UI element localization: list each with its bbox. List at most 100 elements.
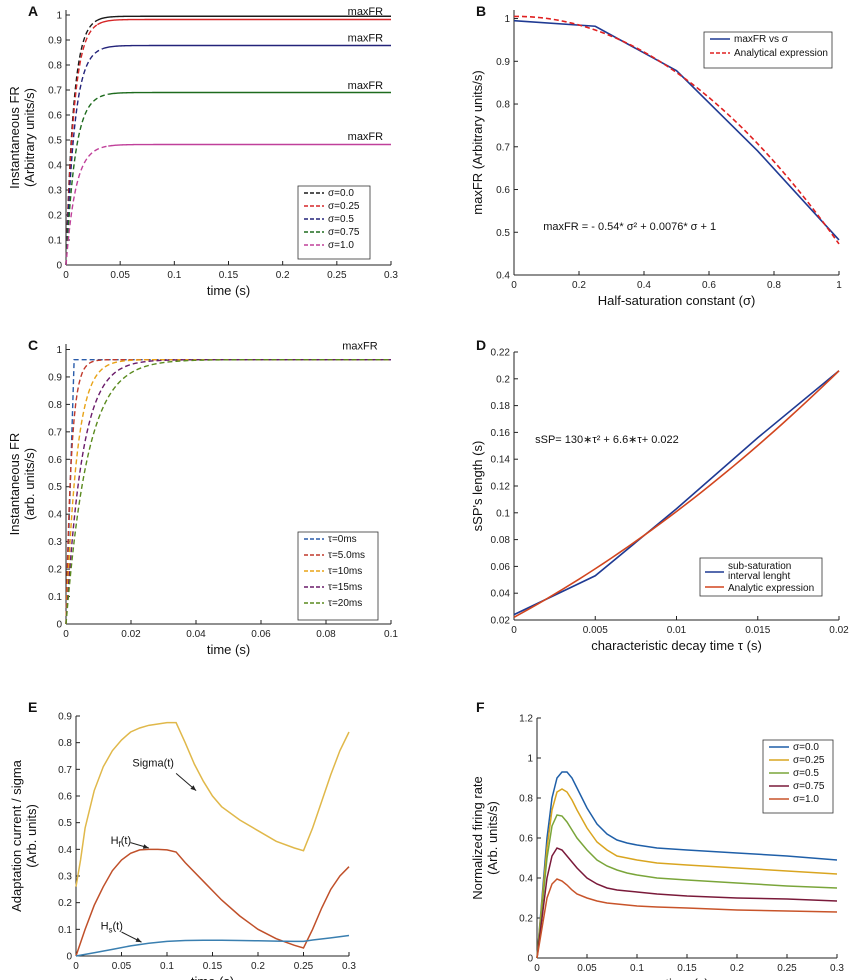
legend-label-A: σ=0.75: [328, 227, 360, 238]
panel-label-D: D: [476, 337, 486, 353]
x-tick-label-B: 1: [836, 280, 842, 291]
x-tick-label-F: 0.05: [577, 963, 597, 974]
panel-label-A: A: [28, 3, 38, 19]
legend-box-A: [297, 185, 371, 260]
legend-label-F: σ=0.25: [793, 755, 825, 766]
y-tick-label-F: 0.6: [519, 834, 533, 845]
y-tick-label-D: 0.16: [491, 428, 511, 439]
x-tick-label-F: 0.15: [677, 963, 697, 974]
legend-label-C: τ=20ms: [328, 598, 362, 609]
x-tick-label-B: 0: [511, 280, 517, 291]
y-tick-label-A: 0.8: [48, 61, 62, 72]
legend-label-D: Analytic expression: [728, 583, 814, 594]
y-tick-label-F: 1.2: [519, 714, 533, 725]
panel-D: D 0 0.005 0.01 0.015 0.02 0.02 0.04 0.06 0.08 0.1 0…: [470, 337, 849, 653]
panel-label-B: B: [476, 3, 486, 19]
series-dashed-A: [65, 24, 98, 266]
legend-box-C: [297, 531, 379, 621]
x-tick-label-D: 0: [511, 625, 517, 636]
y-tick-label-A: 0.9: [48, 36, 62, 47]
legend-label-A: σ=0.5: [328, 214, 354, 225]
y-tick-label-E: 0.7: [58, 765, 72, 776]
series-dashed-A: [65, 47, 104, 266]
y-tick-label-B: 0.5: [496, 228, 510, 239]
y-axis-label-F: (Arb. units/s): [485, 801, 500, 875]
series-line-F: [536, 878, 838, 959]
y-tick-label-D: 0.12: [491, 482, 511, 493]
legend-box-F: [762, 739, 834, 814]
series-line-E: [75, 934, 350, 957]
x-axis-label-C: time (s): [207, 642, 250, 657]
legend-label-C: τ=5.0ms: [328, 550, 365, 561]
y-tick-label-C: 0.7: [48, 427, 62, 438]
y-tick-label-F: 0: [527, 954, 533, 965]
y-tick-label-E: 0.9: [58, 712, 72, 723]
x-tick-label-C: 0.02: [121, 629, 141, 640]
x-tick-label-E: 0.1: [160, 961, 174, 972]
series-line-A: [108, 143, 391, 147]
legend-label-D: interval lenght: [728, 571, 790, 582]
y-axis-label-B: maxFR (Arbitrary units/s): [470, 70, 485, 214]
annotation-arrowhead-E: [135, 937, 142, 943]
equation-B: maxFR = - 0.54* σ² + 0.0076* σ + 1: [543, 221, 716, 233]
y-tick-label-A: 0.4: [48, 161, 62, 172]
y-tick-label-E: 0.8: [58, 738, 72, 749]
y-tick-label-E: 0.6: [58, 792, 72, 803]
annotation-E: Sigma(t): [132, 758, 174, 770]
y-tick-label-A: 0.7: [48, 86, 62, 97]
series-line-E: [75, 848, 350, 957]
equation-D: sSP= 130∗τ² + 6.6∗τ+ 0.022: [535, 434, 679, 446]
x-tick-label-F: 0.2: [730, 963, 744, 974]
y-axis-label-E: Adaptation current / sigma: [9, 759, 24, 912]
legend-label-C: τ=15ms: [328, 582, 362, 593]
legend-label-B: Analytical expression: [734, 48, 828, 59]
y-tick-label-B: 0.9: [496, 57, 510, 68]
x-tick-label-A: 0.05: [110, 270, 130, 281]
y-tick-label-A: 1: [56, 11, 62, 22]
y-axis-label-C: (arb. units/s): [22, 448, 37, 520]
x-tick-label-F: 0.1: [630, 963, 644, 974]
y-tick-label-C: 0.1: [48, 592, 62, 603]
y-tick-label-D: 0.18: [491, 401, 511, 412]
y-tick-label-B: 1: [504, 14, 510, 25]
annotation-A: maxFR: [348, 80, 384, 92]
x-tick-label-E: 0.25: [294, 961, 314, 972]
y-tick-label-E: 0.4: [58, 845, 72, 856]
annotation-A: maxFR: [348, 131, 384, 143]
annotation-C: maxFR: [342, 341, 378, 353]
y-axis-label-F: Normalized firing rate: [470, 776, 485, 900]
y-tick-label-E: 0.5: [58, 818, 72, 829]
panel-C: C 0 0.02 0.04 0.06 0.08 0.1 0 0.1 0.2 0.3 0.4 0.5 0.6…: [7, 337, 398, 657]
y-tick-label-D: 0.08: [491, 535, 511, 546]
y-tick-label-E: 0.2: [58, 898, 72, 909]
series-line-A: [97, 15, 391, 21]
y-tick-label-E: 0.1: [58, 925, 72, 936]
y-tick-label-A: 0.1: [48, 236, 62, 247]
x-tick-label-E: 0.2: [251, 961, 265, 972]
y-tick-label-D: 0.04: [491, 589, 511, 600]
x-tick-label-F: 0: [534, 963, 540, 974]
x-axis-label-B: Half-saturation constant (σ): [598, 293, 756, 308]
y-tick-label-F: 0.8: [519, 794, 533, 805]
series-line-F: [536, 847, 838, 959]
panel-A: A 0 0.05 0.1 0.15 0.2 0.25 0.3 0 0.1 0.2 0.3 0.4 0.5 0…: [7, 3, 398, 298]
x-tick-label-D: 0.015: [745, 625, 770, 636]
series-line-A: [102, 44, 391, 50]
x-tick-label-A: 0.1: [167, 270, 181, 281]
y-tick-label-C: 0.3: [48, 537, 62, 548]
panel-label-E: E: [28, 699, 37, 715]
x-tick-label-C: 0.1: [384, 629, 398, 640]
series-line-E: [75, 721, 350, 887]
annotation-arrowhead-E: [142, 844, 149, 849]
x-tick-label-C: 0: [63, 629, 69, 640]
y-tick-label-C: 0.5: [48, 482, 62, 493]
x-tick-label-A: 0.3: [384, 270, 398, 281]
y-tick-label-D: 0.02: [491, 616, 511, 627]
x-tick-label-A: 0.25: [327, 270, 347, 281]
y-tick-label-C: 0.9: [48, 372, 62, 383]
series-analytic-B: [513, 15, 840, 245]
legend-label-B: maxFR vs σ: [734, 34, 789, 45]
y-tick-label-A: 0.3: [48, 186, 62, 197]
y-tick-label-F: 1: [527, 754, 533, 765]
